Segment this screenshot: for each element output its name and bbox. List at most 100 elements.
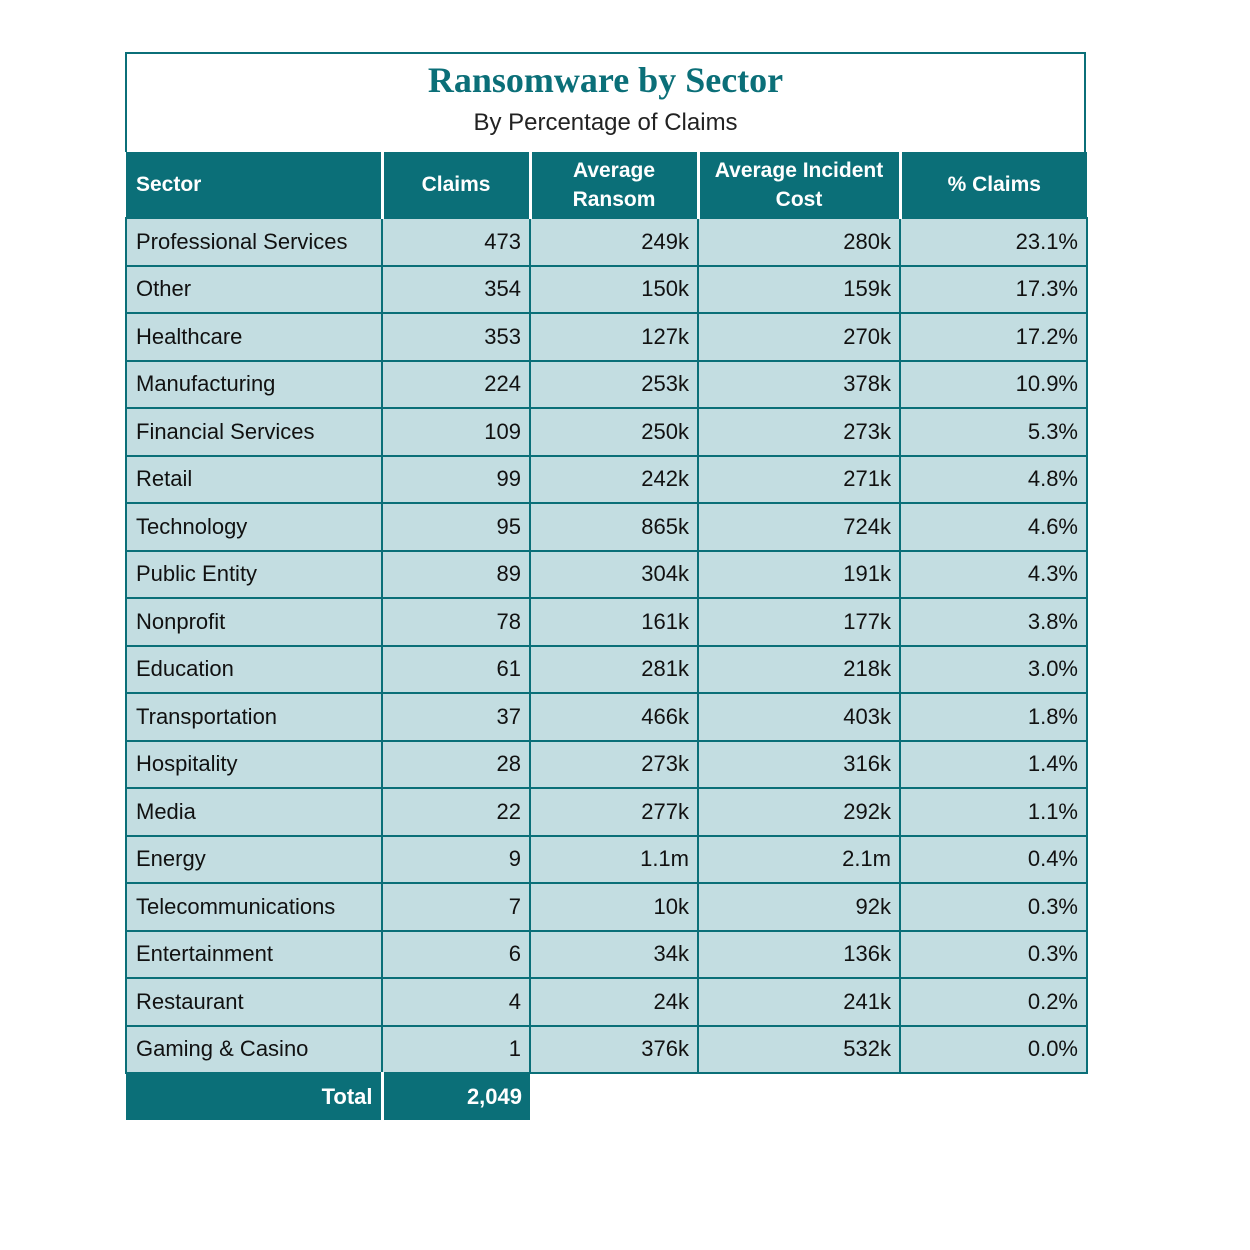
table-row: Entertainment 6 34k 136k 0.3% — [125, 929, 1088, 979]
table-row: Restaurant 4 24k 241k 0.2% — [125, 977, 1088, 1027]
value-cell: 22 — [381, 787, 531, 837]
sector-cell: Manufacturing — [125, 359, 383, 409]
column-header: Sector — [126, 152, 382, 218]
value-cell: 9 — [381, 834, 531, 884]
blank-cell — [530, 1073, 698, 1120]
value-cell: 1 — [381, 1024, 531, 1074]
value-cell: 109 — [381, 407, 531, 457]
sector-cell: Education — [125, 644, 383, 694]
sector-cell: Technology — [125, 502, 383, 552]
total-label: Total — [126, 1073, 382, 1120]
header-row: Sector Claims Average Ransom Average Incide… — [126, 152, 1087, 218]
value-cell: 1.1% — [899, 787, 1088, 837]
sector-cell: Professional Services — [125, 217, 383, 267]
value-cell: 242k — [529, 454, 699, 504]
value-cell: 99 — [381, 454, 531, 504]
table-row: Hospitality 28 273k 316k 1.4% — [125, 739, 1088, 789]
table-row: Manufacturing 224 253k 378k 10.9% — [125, 359, 1088, 409]
sector-cell: Healthcare — [125, 312, 383, 362]
table-row: Healthcare 353 127k 270k 17.2% — [125, 312, 1088, 362]
value-cell: 95 — [381, 502, 531, 552]
value-cell: 23.1% — [899, 217, 1088, 267]
value-cell: 218k — [697, 644, 901, 694]
value-cell: 316k — [697, 739, 901, 789]
value-cell: 5.3% — [899, 407, 1088, 457]
value-cell: 270k — [697, 312, 901, 362]
value-cell: 865k — [529, 502, 699, 552]
value-cell: 161k — [529, 597, 699, 647]
sector-cell: Retail — [125, 454, 383, 504]
value-cell: 0.4% — [899, 834, 1088, 884]
table-row: Media 22 277k 292k 1.1% — [125, 787, 1088, 837]
value-cell: 4.3% — [899, 549, 1088, 599]
value-cell: 273k — [529, 739, 699, 789]
column-header: % Claims — [898, 152, 1087, 218]
value-cell: 4.8% — [899, 454, 1088, 504]
sector-cell: Other — [125, 264, 383, 314]
value-cell: 253k — [529, 359, 699, 409]
value-cell: 6 — [381, 929, 531, 979]
value-cell: 10k — [529, 882, 699, 932]
value-cell: 249k — [529, 217, 699, 267]
sector-cell: Telecommunications — [125, 882, 383, 932]
value-cell: 271k — [697, 454, 901, 504]
value-cell: 532k — [697, 1024, 901, 1074]
value-cell: 28 — [381, 739, 531, 789]
value-cell: 403k — [697, 692, 901, 742]
value-cell: 292k — [697, 787, 901, 837]
value-cell: 304k — [529, 549, 699, 599]
blank-cell — [900, 1073, 1087, 1120]
title: Ransomware by Sector — [427, 60, 784, 100]
value-cell: 0.3% — [899, 882, 1088, 932]
value-cell: 92k — [697, 882, 901, 932]
blank-cell — [698, 1073, 900, 1120]
value-cell: 224 — [381, 359, 531, 409]
table-body: Professional Services 473 249k 280k 23.1% Oth… — [125, 217, 1088, 1120]
sector-cell: Public Entity — [125, 549, 383, 599]
title-box: Ransomware by Sector By Percentage of Cl… — [125, 52, 1086, 152]
value-cell: 127k — [529, 312, 699, 362]
sector-cell: Restaurant — [125, 977, 383, 1027]
table-row: Professional Services 473 249k 280k 23.1% — [125, 217, 1088, 267]
value-cell: 1.4% — [899, 739, 1088, 789]
value-cell: 281k — [529, 644, 699, 694]
value-cell: 7 — [381, 882, 531, 932]
sector-cell: Hospitality — [125, 739, 383, 789]
sector-cell: Nonprofit — [125, 597, 383, 647]
sector-cell: Energy — [125, 834, 383, 884]
total-row: Total 2,049 — [126, 1073, 1087, 1120]
column-header: Average Ransom — [528, 152, 698, 218]
value-cell: 17.3% — [899, 264, 1088, 314]
value-cell: 724k — [697, 502, 901, 552]
value-cell: 4.6% — [899, 502, 1088, 552]
value-cell: 353 — [381, 312, 531, 362]
value-cell: 17.2% — [899, 312, 1088, 362]
total-value: 2,049 — [380, 1073, 530, 1120]
value-cell: 78 — [381, 597, 531, 647]
value-cell: 3.0% — [899, 644, 1088, 694]
sector-cell: Gaming & Casino — [125, 1024, 383, 1074]
value-cell: 376k — [529, 1024, 699, 1074]
table-row: Retail 99 242k 271k 4.8% — [125, 454, 1088, 504]
table-row: Transportation 37 466k 403k 1.8% — [125, 692, 1088, 742]
sector-cell: Transportation — [125, 692, 383, 742]
value-cell: 177k — [697, 597, 901, 647]
table-row: Nonprofit 78 161k 177k 3.8% — [125, 597, 1088, 647]
table-row: Financial Services 109 250k 273k 5.3% — [125, 407, 1088, 457]
value-cell: 250k — [529, 407, 699, 457]
table-row: Technology 95 865k 724k 4.6% — [125, 502, 1088, 552]
value-cell: 159k — [697, 264, 901, 314]
sector-table: Sector Claims Average Ransom Average Incide… — [125, 152, 1088, 1120]
value-cell: 466k — [529, 692, 699, 742]
table-row: Telecommunications 7 10k 92k 0.3% — [125, 882, 1088, 932]
value-cell: 277k — [529, 787, 699, 837]
value-cell: 1.1m — [529, 834, 699, 884]
value-cell: 2.1m — [697, 834, 901, 884]
table-row: Energy 9 1.1m 2.1m 0.4% — [125, 834, 1088, 884]
value-cell: 34k — [529, 929, 699, 979]
value-cell: 0.0% — [899, 1024, 1088, 1074]
value-cell: 37 — [381, 692, 531, 742]
value-cell: 241k — [697, 977, 901, 1027]
value-cell: 3.8% — [899, 597, 1088, 647]
